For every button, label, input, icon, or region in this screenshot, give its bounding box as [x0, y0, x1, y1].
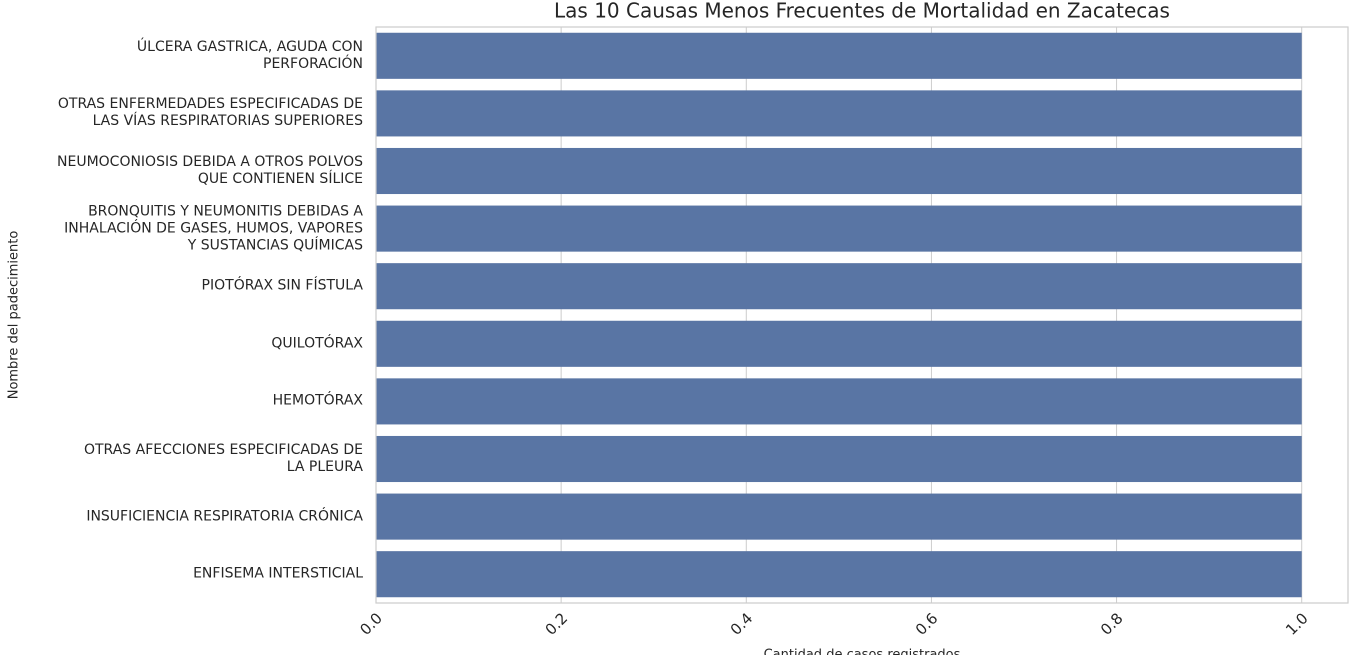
bar [376, 378, 1302, 425]
x-tick-label: 0.8 [1097, 609, 1127, 639]
bar [376, 147, 1302, 195]
x-tick-label: 0.6 [912, 609, 942, 639]
y-tick-label: INSUFICIENCIA RESPIRATORIA CRÓNICA [86, 508, 363, 525]
bar [376, 493, 1302, 540]
bar [376, 32, 1302, 79]
y-tick-label: ÚLCERA GASTRICA, AGUDA CON PERFORACIÓN [136, 38, 363, 72]
x-tick-label: 0.2 [542, 609, 572, 639]
bar [376, 205, 1302, 252]
y-tick-label: NEUMOCONIOSIS DEBIDA A OTROS POLVOS QUE … [57, 154, 363, 187]
chart-title: Las 10 Causas Menos Frecuentes de Mortal… [554, 0, 1170, 23]
y-tick-label: OTRAS AFECCIONES ESPECIFICADAS DE LA PLE… [83, 442, 363, 475]
y-tick-label: BRONQUITIS Y NEUMONITIS DEBIDAS A INHALA… [64, 203, 363, 254]
x-tick-label: 1.0 [1282, 609, 1312, 639]
plot-border [375, 26, 1349, 604]
y-tick-label: OTRAS ENFERMEDADES ESPECIFICADAS DE LAS … [57, 96, 363, 130]
bar [376, 551, 1302, 598]
bar [376, 320, 1302, 367]
y-tick-label: PIOTÓRAX SIN FÍSTULA [201, 277, 363, 294]
bar [376, 435, 1302, 483]
bar [376, 263, 1302, 310]
x-tick-label: 0.4 [727, 609, 757, 639]
x-tick-label: 0.0 [356, 609, 386, 639]
y-tick-label: QUILOTÓRAX [271, 335, 363, 352]
bar [376, 90, 1302, 137]
y-tick-label: HEMOTÓRAX [272, 392, 363, 409]
y-tick-label: ENFISEMA INTERSTICIAL [193, 565, 363, 582]
x-axis-label: Cantidad de casos registrados [764, 648, 961, 655]
y-axis-label: Nombre del padecimiento [7, 231, 22, 400]
